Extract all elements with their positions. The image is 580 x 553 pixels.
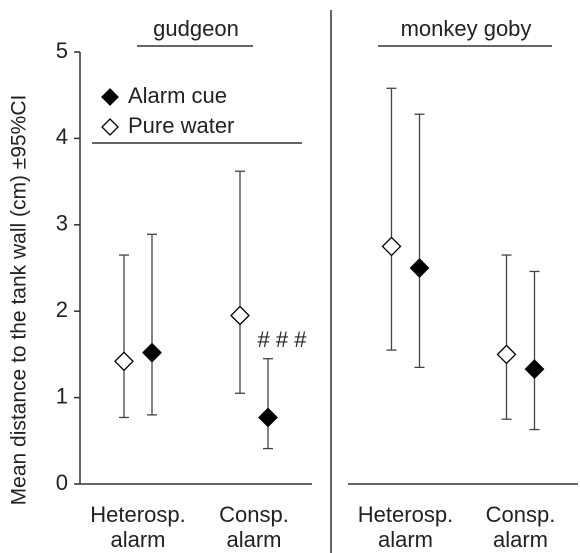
y-tick-label: 0 [56, 470, 68, 495]
point [496, 344, 517, 365]
x-tick-label: Heterosp. alarm [357, 502, 454, 552]
y-tick-label: 1 [56, 383, 68, 408]
annotation: # # # [258, 327, 308, 352]
panel-title: monkey goby [401, 16, 532, 41]
legend-label: Pure water [128, 113, 234, 138]
point [114, 351, 134, 372]
y-tick-label: 2 [56, 297, 68, 322]
legend-label: Alarm cue [128, 83, 227, 108]
y-axis-label: Mean distance to the tank wall (cm) ±95%… [8, 95, 31, 506]
x-tick-label: Consp. alarm [485, 502, 556, 552]
x-tick-label: Heterosp. alarm [90, 502, 186, 552]
y-tick-label: 4 [56, 124, 68, 149]
point [409, 258, 430, 278]
panel-title: gudgeon [153, 16, 239, 41]
y-tick-label: 3 [56, 211, 68, 236]
point [230, 305, 250, 326]
legend-marker [101, 88, 119, 106]
x-tick-label: Consp. alarm [219, 502, 289, 552]
point [258, 407, 278, 428]
point [524, 359, 545, 380]
point [142, 342, 162, 363]
legend-marker [101, 118, 119, 136]
point [381, 236, 402, 257]
y-tick-label: 5 [56, 38, 68, 63]
